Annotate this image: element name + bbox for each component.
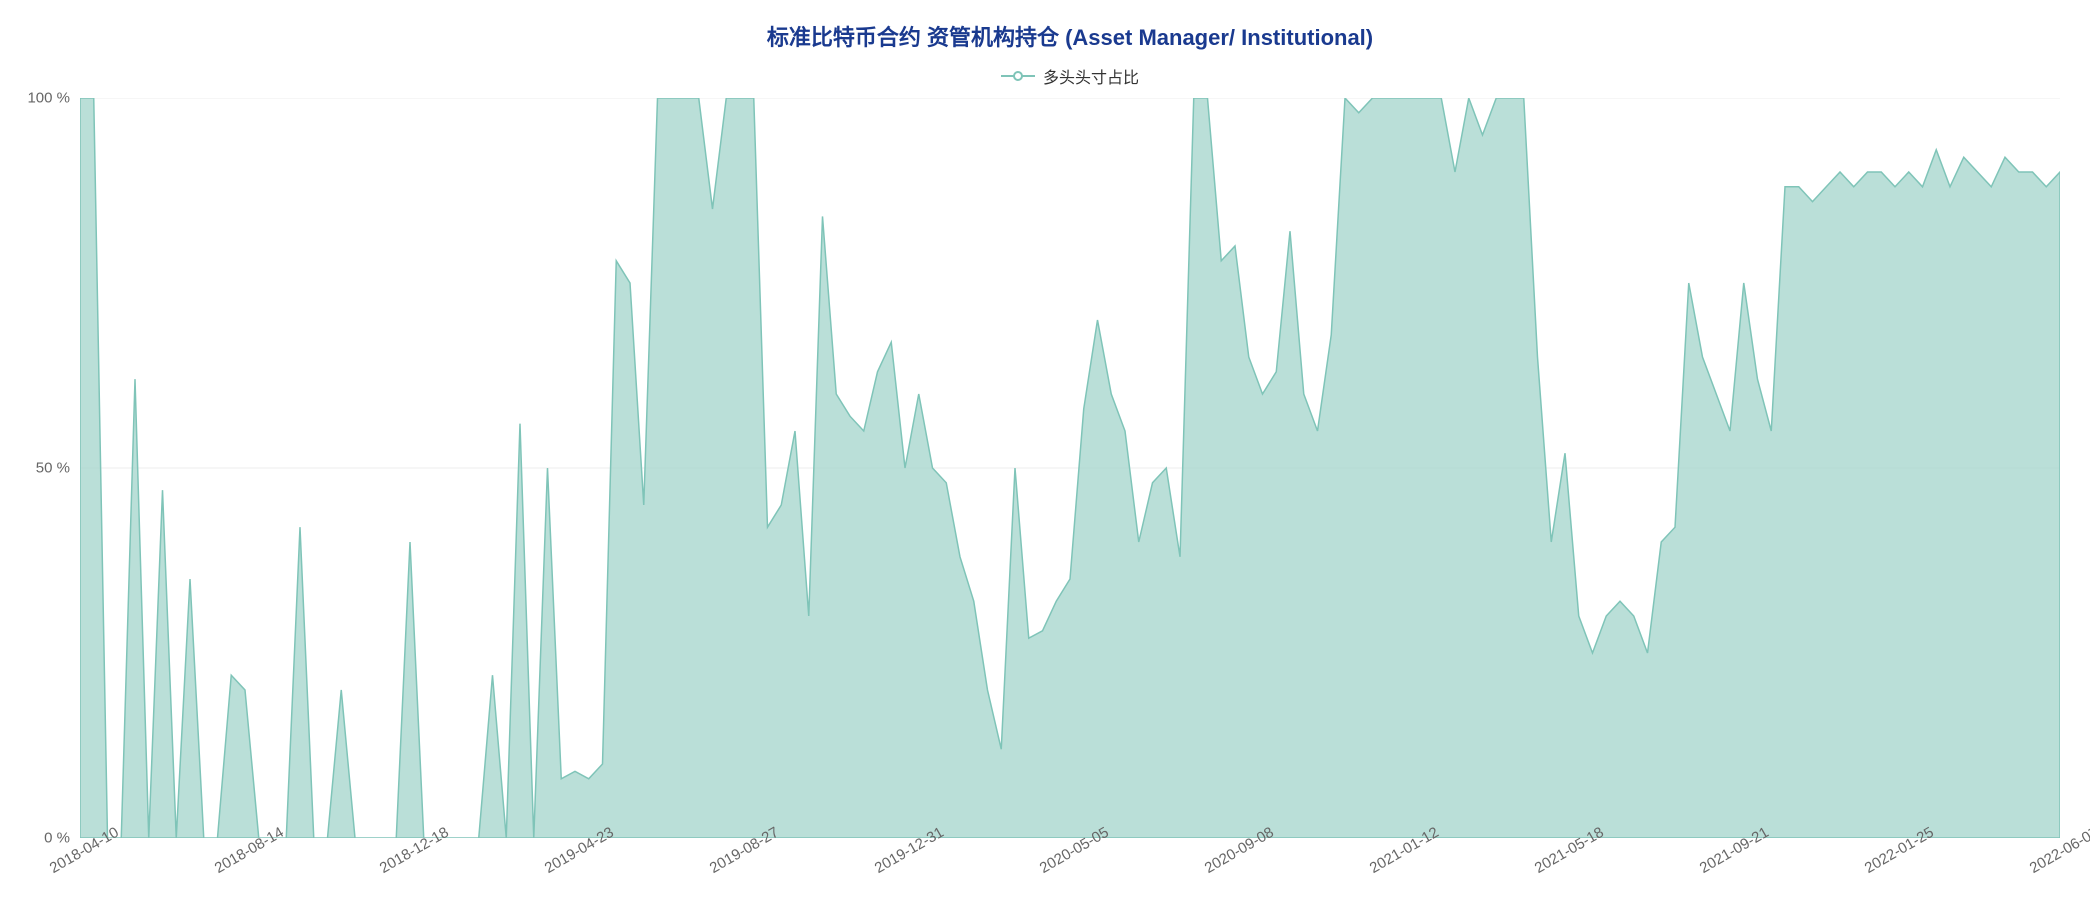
chart-title: 标准比特币合约 资管机构持仓 (Asset Manager/ Instituti…: [80, 20, 2060, 52]
y-tick-label: 0 %: [10, 830, 70, 847]
legend[interactable]: 多头头寸占比: [80, 64, 2060, 88]
y-tick-label: 50 %: [10, 460, 70, 477]
legend-marker-icon: [1013, 71, 1023, 81]
x-axis: 2018-04-102018-08-142018-12-182019-04-23…: [80, 843, 2060, 893]
legend-label: 多头头寸占比: [1043, 64, 1139, 88]
plot-area: 0 %50 %100 % 2018-04-102018-08-142018-12…: [80, 98, 2060, 838]
legend-swatch: [1001, 75, 1035, 77]
y-axis: 0 %50 %100 %: [10, 98, 70, 838]
area-chart: [80, 98, 2060, 838]
chart-container: 标准比特币合约 资管机构持仓 (Asset Manager/ Instituti…: [0, 0, 2090, 915]
y-tick-label: 100 %: [10, 90, 70, 107]
